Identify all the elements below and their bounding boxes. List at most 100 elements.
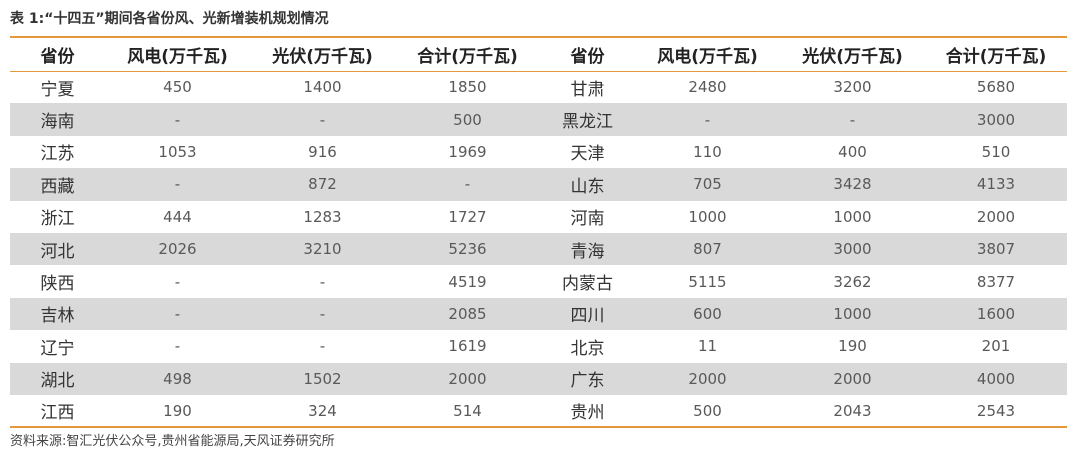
- solar-cell: 3200: [833, 78, 872, 97]
- table-row: 江苏 1053 916 1969 天津 110 400 510: [10, 136, 1067, 168]
- total-cell: 1619: [448, 337, 487, 356]
- province-cell: 宁夏: [40, 79, 75, 100]
- wind-cell: 450: [163, 78, 192, 97]
- solar-cell: 916: [308, 142, 337, 161]
- province-cell: 海南: [40, 112, 75, 133]
- province-cell: 浙江: [40, 209, 75, 230]
- wind-cell: -: [174, 175, 181, 194]
- wind-cell: -: [174, 304, 181, 323]
- province-cell: 辽宁: [40, 338, 75, 359]
- solar-cell: 1400: [303, 78, 342, 97]
- province-cell: 贵州: [540, 394, 635, 429]
- col-header-wind: 风电(万千瓦): [105, 36, 250, 72]
- province-cell: 江苏: [40, 144, 75, 165]
- solar-cell: 400: [838, 142, 867, 161]
- wind-cell: -: [174, 272, 181, 291]
- table-row: 浙江 444 1283 1727 河南 1000 1000 2000: [10, 201, 1067, 233]
- total-cell: 4519: [448, 272, 487, 291]
- wind-cell: -: [174, 337, 181, 356]
- province-cell: 内蒙古: [562, 274, 613, 295]
- wind-cell: 1053: [158, 142, 197, 161]
- province-cell: 河北: [40, 241, 75, 262]
- solar-cell: -: [849, 110, 856, 129]
- total-cell: 3807: [976, 240, 1016, 259]
- province-cell: 北京: [570, 338, 605, 359]
- wind-cell: 5115: [688, 272, 727, 291]
- wind-cell: 190: [105, 394, 250, 429]
- total-cell: 8377: [976, 272, 1016, 291]
- col-header-solar: 光伏(万千瓦): [780, 36, 925, 72]
- province-cell: 天津: [570, 144, 605, 165]
- wind-cell: 1000: [688, 207, 727, 226]
- total-cell: 2085: [448, 304, 487, 323]
- province-cell: 四川: [570, 306, 605, 327]
- total-cell: 514: [395, 394, 540, 429]
- col-header-total: 合计(万千瓦): [925, 36, 1067, 72]
- total-cell: 4000: [976, 369, 1016, 388]
- solar-cell: 872: [308, 175, 337, 194]
- solar-cell: 3000: [833, 240, 872, 259]
- total-cell: 5680: [976, 78, 1016, 97]
- solar-cell: 190: [838, 337, 867, 356]
- total-cell: 510: [981, 142, 1011, 161]
- total-cell: 1969: [448, 142, 487, 161]
- table-row: 辽宁 - - 1619 北京 11 190 201: [10, 330, 1067, 362]
- total-cell: 1727: [448, 207, 487, 226]
- total-cell: 2000: [448, 369, 487, 388]
- wind-cell: 2026: [158, 240, 197, 259]
- wind-cell: 11: [697, 337, 718, 356]
- solar-cell: 324: [250, 394, 395, 429]
- province-cell: 陕西: [40, 274, 75, 295]
- solar-cell: 1283: [303, 207, 342, 226]
- table-row: 江西 190 324 514 贵州 500 2043 2543: [10, 394, 1067, 429]
- solar-cell: -: [319, 272, 326, 291]
- total-cell: 1600: [976, 304, 1016, 323]
- col-header-wind: 风电(万千瓦): [635, 36, 780, 72]
- solar-cell: 3428: [833, 175, 872, 194]
- province-cell: 甘肃: [570, 79, 605, 100]
- wind-cell: 600: [693, 304, 722, 323]
- wind-cell: -: [704, 110, 711, 129]
- table-row: 海南 - - 500 黑龙江 - - 3000: [10, 103, 1067, 136]
- wind-cell: 500: [635, 394, 780, 429]
- province-cell: 山东: [570, 176, 605, 197]
- solar-cell: -: [319, 110, 326, 129]
- col-header-total: 合计(万千瓦): [395, 36, 540, 72]
- table-row: 湖北 498 1502 2000 广东 2000 2000 4000: [10, 362, 1067, 395]
- solar-cell: 2043: [780, 394, 925, 429]
- table-header-row: 省份 风电(万千瓦) 光伏(万千瓦) 合计(万千瓦) 省份 风电(万千瓦) 光伏…: [10, 36, 1067, 72]
- solar-cell: 3210: [303, 240, 342, 259]
- solar-cell: 3262: [833, 272, 872, 291]
- wind-cell: 807: [693, 240, 722, 259]
- total-cell: 3000: [976, 110, 1016, 129]
- wind-cell: -: [174, 110, 181, 129]
- solar-cell: 1000: [833, 207, 872, 226]
- province-cell: 黑龙江: [562, 112, 613, 133]
- table-title: 表 1:“十四五”期间各省份风、光新增装机规划情况: [10, 11, 329, 27]
- province-cell: 广东: [570, 371, 605, 392]
- wind-cell: 110: [693, 142, 722, 161]
- province-cell: 湖北: [40, 371, 75, 392]
- total-cell: 1850: [448, 78, 487, 97]
- solar-cell: 2000: [833, 369, 872, 388]
- solar-cell: 1000: [833, 304, 872, 323]
- wind-cell: 498: [163, 369, 192, 388]
- province-cell: 吉林: [40, 306, 75, 327]
- wind-cell: 2000: [688, 369, 727, 388]
- table-row: 河北 2026 3210 5236 青海 807 3000 3807: [10, 232, 1067, 266]
- col-header-solar: 光伏(万千瓦): [250, 36, 395, 72]
- total-cell: 500: [453, 110, 482, 129]
- total-cell: 201: [981, 337, 1011, 356]
- wind-cell: 705: [693, 175, 722, 194]
- total-cell: 2000: [976, 207, 1016, 226]
- solar-cell: -: [319, 304, 326, 323]
- source-note: 资料来源:智汇光伏公众号,贵州省能源局,天风证券研究所: [10, 434, 335, 449]
- table-row: 陕西 - - 4519 内蒙古 5115 3262 8377: [10, 265, 1067, 297]
- province-cell: 西藏: [40, 176, 75, 197]
- province-cell: 江西: [10, 394, 105, 429]
- total-cell: -: [464, 175, 471, 194]
- solar-cell: 1502: [303, 369, 342, 388]
- col-header-province: 省份: [10, 36, 105, 72]
- table-row: 宁夏 450 1400 1850 甘肃 2480 3200 5680: [10, 71, 1067, 103]
- wind-cell: 2480: [688, 78, 727, 97]
